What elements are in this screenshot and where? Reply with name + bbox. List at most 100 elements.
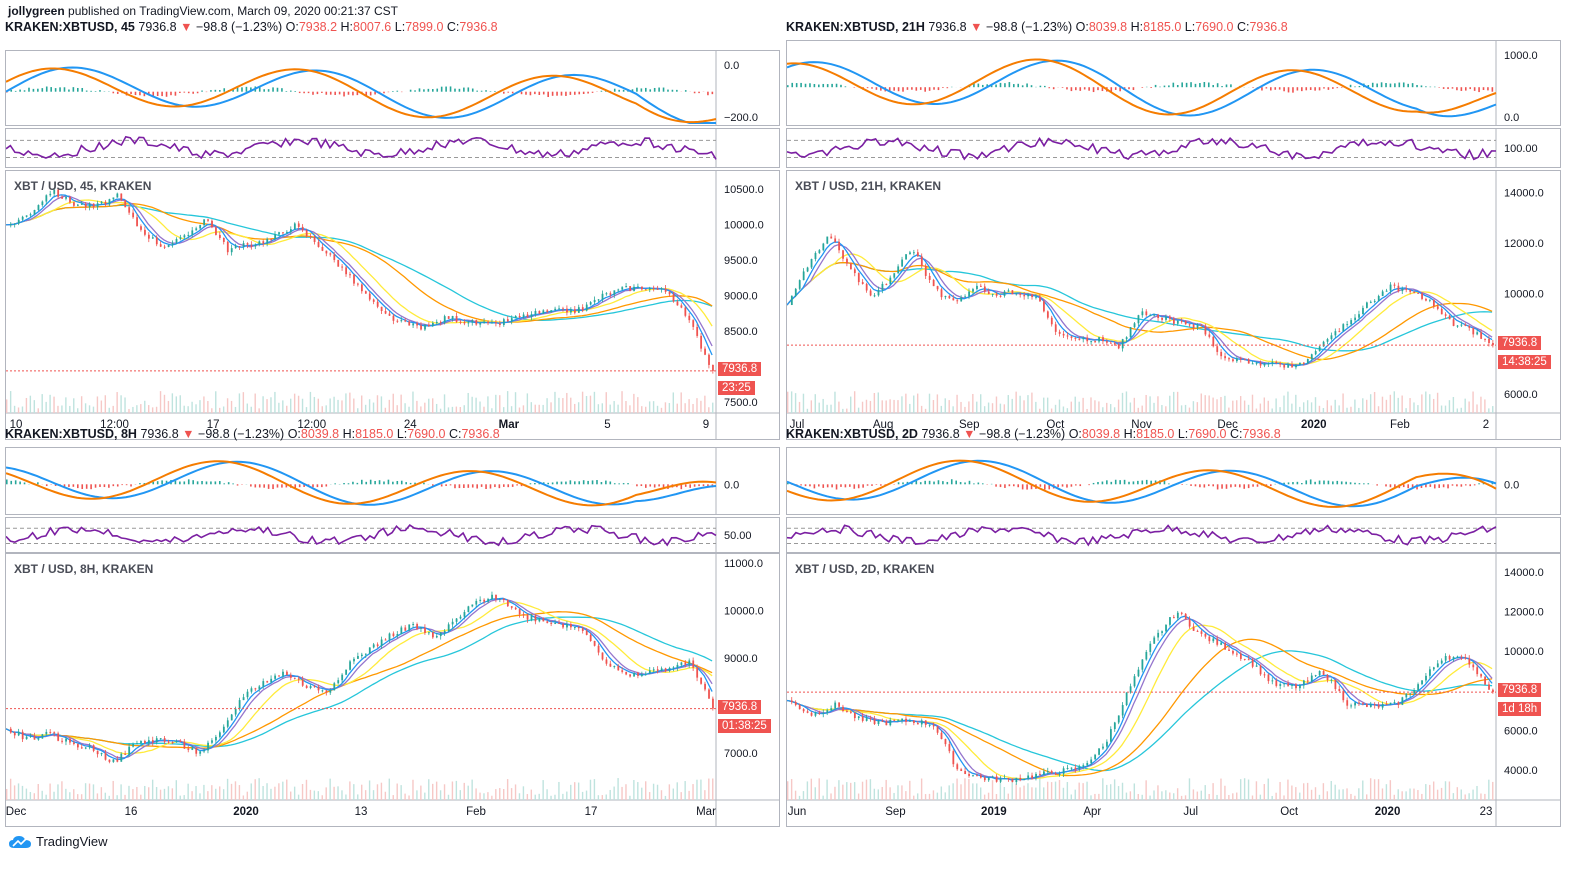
candle [913,252,915,254]
macd-histogram-bar [352,91,354,96]
macd-histogram-bar [436,88,439,92]
volume-bar [84,783,87,800]
candle [254,688,257,690]
volume-bar [25,397,28,413]
volume-bar [696,398,698,413]
author-name[interactable]: jollygreen [8,4,65,18]
candle [116,759,119,762]
header-arrow: ▼ [963,427,976,441]
volume-bar [932,400,935,413]
volume-bar [1342,789,1344,800]
macd-histogram-bar [1305,480,1308,485]
macd-histogram-bar [1340,481,1343,485]
volume-bar [1417,790,1419,800]
rsi-pane[interactable] [5,128,780,168]
candle [1054,324,1057,332]
candle [1050,771,1053,774]
volume-bar [337,399,339,413]
candle [909,720,911,722]
rsi-pane[interactable] [786,517,1561,553]
price-pane[interactable]: 10500.010000.09500.09000.08500.08000.075… [5,170,780,440]
candle [648,287,651,290]
macd-histogram-bar [791,82,794,88]
macd-histogram-bar [103,484,106,488]
volume-bar [802,393,805,413]
macd-histogram-bar [1230,484,1232,488]
macd-pane[interactable]: 1000.0 0.0 [786,40,1561,126]
candle [510,318,513,322]
chart-panel-2d[interactable]: KRAKEN:XBTUSD, 2D 7936.8 ▼ −98.8 (−1.23%… [786,427,1561,827]
chart-panel-8h[interactable]: KRAKEN:XBTUSD, 8H 7936.8 ▼ −98.8 (−1.23%… [5,427,780,827]
volume-bar [1302,783,1305,800]
candle [376,644,379,647]
candle [1125,692,1128,706]
macd-histogram-bar [1066,484,1068,488]
volume-bar [1369,394,1372,413]
macd-pane[interactable]: 0.0 [5,447,780,515]
volume-bar [688,790,690,800]
macd-histogram-bar [587,91,589,94]
price-pane[interactable]: 14000.012000.010000.08000.06000.04000.0X… [786,553,1561,827]
macd-histogram-bar [112,484,115,487]
macd-pane[interactable]: 0.0 −200.0 [5,50,780,126]
macd-tick-label: 1000.0 [1504,50,1538,62]
candle [1413,690,1416,694]
volume-bar [479,792,481,800]
macd-histogram-bar [156,91,159,97]
header-h-label: H: [342,427,356,441]
volume-bar [838,401,840,413]
rsi-pane[interactable]: 50.00 [5,517,780,553]
volume-bar [1236,400,1238,413]
candle [838,702,841,707]
candle [258,241,261,245]
volume-bar [1074,789,1076,800]
macd-histogram-bar [1030,484,1033,490]
volume-bar [1216,794,1218,800]
volume-bar [1145,780,1147,800]
candle [1385,290,1388,292]
volume-bar [1299,406,1301,413]
candle [187,234,190,236]
candle [432,632,434,638]
candle [944,739,947,745]
candle [357,656,359,659]
volume-bar [495,789,497,800]
volume-bar [1180,405,1183,413]
candle [1070,767,1073,769]
candle [1330,679,1333,681]
volume-bar [384,407,387,413]
rsi-tick-label: 100.00 [1504,143,1538,155]
volume-bar [191,401,193,413]
footer-brand[interactable]: TradingView [8,834,108,849]
candle [1417,684,1420,691]
macd-histogram-bar [1221,484,1223,489]
candle [1161,318,1163,320]
macd-histogram-bar [880,87,882,91]
volume-bar [1330,405,1332,413]
volume-bar [226,778,229,800]
volume-bar [999,403,1002,413]
candle [167,741,170,743]
volume-bar [1011,398,1013,413]
macd-pane[interactable]: 0.0 [786,447,1561,515]
volume-bar [313,790,316,800]
candle [1436,663,1439,668]
candle [1271,680,1274,682]
candle [80,203,83,205]
macd-histogram-bar [1061,484,1064,487]
macd-histogram-bar [1194,83,1197,88]
candle [822,243,825,251]
macd-histogram-bar [1190,484,1192,486]
volume-bar [124,397,126,413]
header-h: 8007.6 [353,20,392,34]
chart-panel-45[interactable]: KRAKEN:XBTUSD, 45 7936.8 ▼ −98.8 (−1.23%… [5,20,780,440]
rsi-pane[interactable]: 100.00 [786,128,1561,168]
macd-histogram-bar [1314,481,1316,485]
candle [29,736,32,738]
candle [518,609,521,615]
candle [337,259,340,267]
chart-panel-21h[interactable]: KRAKEN:XBTUSD, 21H 7936.8 ▼ −98.8 (−1.23… [786,20,1561,440]
volume-bar [108,795,110,800]
